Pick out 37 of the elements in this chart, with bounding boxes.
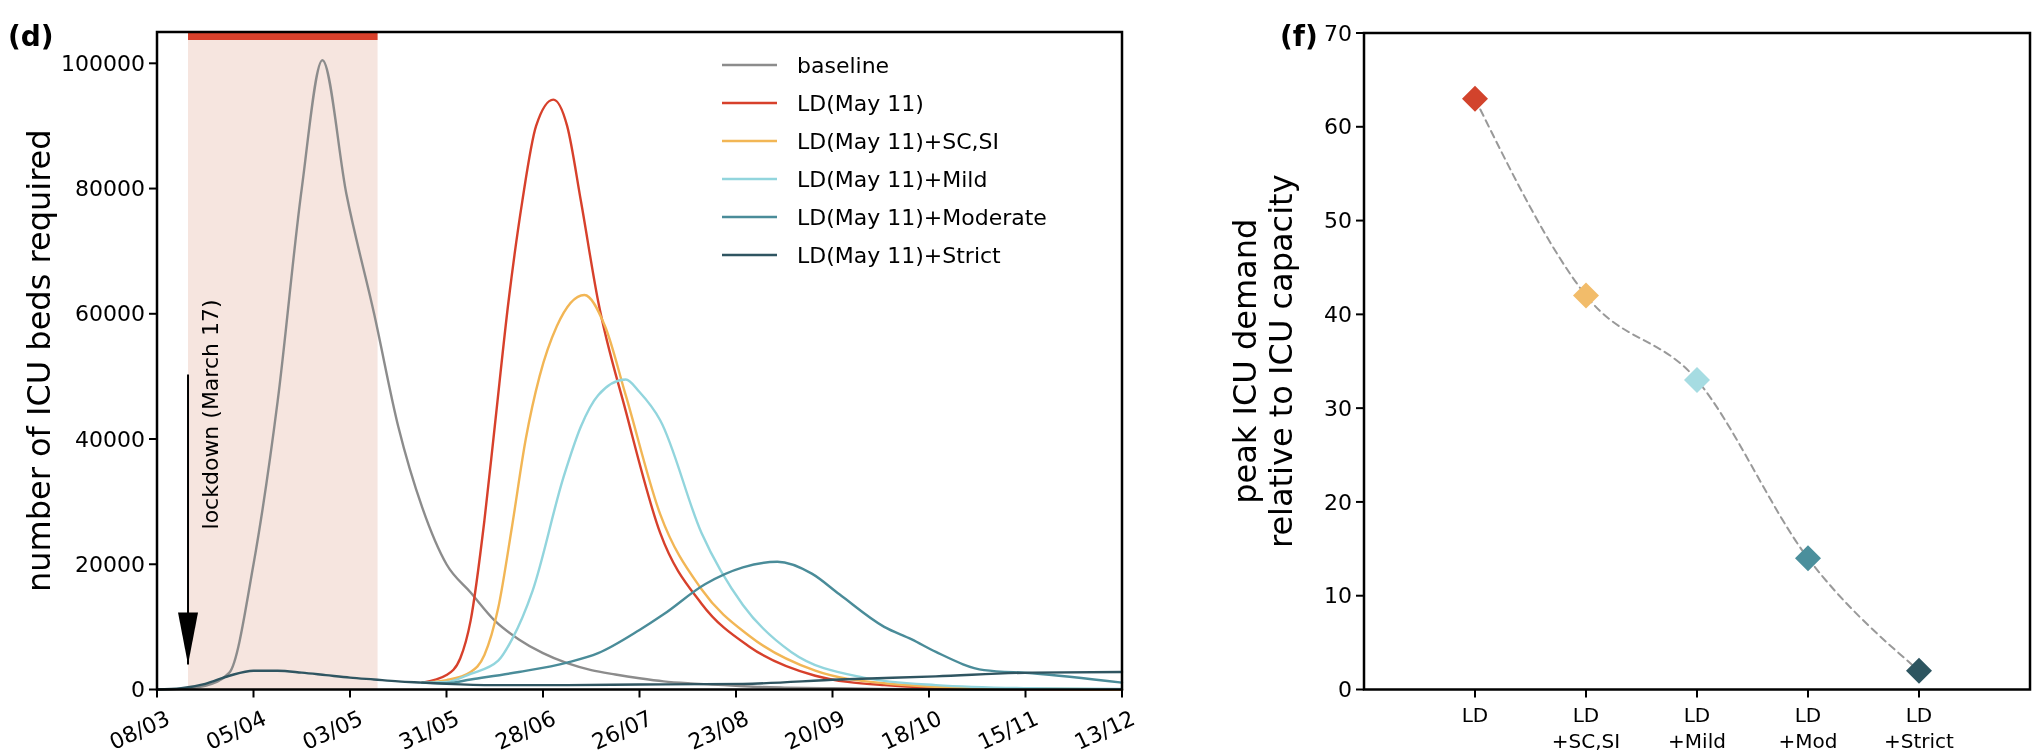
point <box>1684 367 1710 394</box>
chart-title: (d) <box>8 20 54 53</box>
chart-title: (f) <box>1280 20 1318 53</box>
x-tick-label: 08/03 <box>105 705 174 755</box>
legend-label: LD(May 11) <box>797 90 924 116</box>
y-tick-label: 60000 <box>75 301 145 327</box>
y-tick-label: 60 <box>1324 114 1352 140</box>
legend-label: LD(May 11)+SC,SI <box>797 128 1000 154</box>
y-tick-label: 80000 <box>75 176 145 202</box>
legend-label: baseline <box>797 52 890 78</box>
point <box>1795 545 1821 572</box>
y-axis-title: peak ICU demand relative to ICU capacity <box>1226 174 1300 549</box>
x-tick-label: LD +Mild <box>1668 702 1726 753</box>
point <box>1906 657 1932 684</box>
y-tick-label: 10 <box>1324 583 1352 609</box>
y-tick-label: 70 <box>1324 20 1352 46</box>
y-tick-label: 20000 <box>75 551 145 577</box>
legend-label: LD(May 11)+Strict <box>797 242 1002 268</box>
x-tick-label: LD +SC,SI <box>1551 702 1621 753</box>
point <box>1462 85 1488 112</box>
y-tick-label: 0 <box>1338 677 1352 703</box>
y-tick-label: 30 <box>1324 395 1352 421</box>
y-axis-title: number of ICU beds required <box>20 129 58 593</box>
legend-label: LD(May 11)+Moderate <box>797 204 1047 230</box>
y-tick-label: 0 <box>131 677 145 703</box>
point <box>1573 282 1599 309</box>
line-series <box>421 560 1124 685</box>
x-tick-label: LD +Strict <box>1884 702 1955 753</box>
x-tick-label: LD +Mod <box>1778 702 1838 753</box>
annotation: lockdown (March 17) <box>198 299 224 530</box>
x-tick-label: LD <box>1461 702 1489 727</box>
legend-label: LD(May 11)+Mild <box>797 166 988 192</box>
y-tick-label: 100000 <box>61 51 145 77</box>
y-tick-label: 20 <box>1324 489 1352 515</box>
y-tick-label: 50 <box>1324 208 1352 234</box>
y-tick-label: 40 <box>1324 302 1352 328</box>
y-tick-label: 40000 <box>75 426 145 452</box>
